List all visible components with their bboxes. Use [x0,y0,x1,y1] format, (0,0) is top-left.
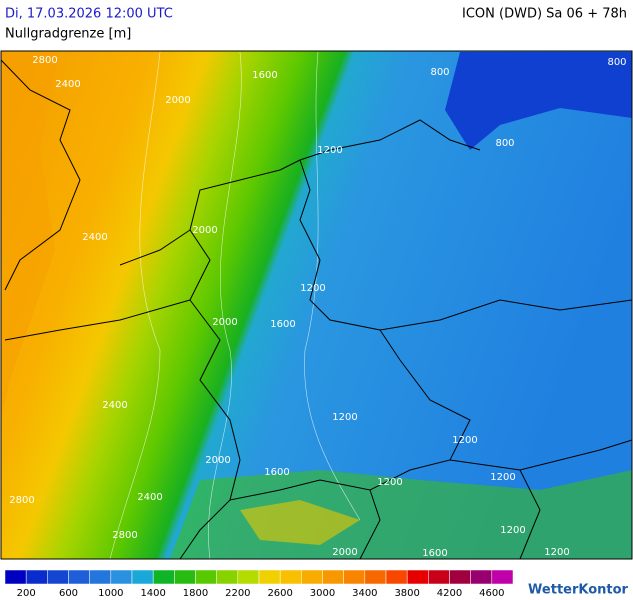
contour-label: 1200 [490,472,515,483]
parameter: Nullgradgrenze [m] [5,27,131,42]
legend-label: 1400 [140,588,165,599]
contour-label: 1600 [252,70,277,81]
contour-line [304,51,361,521]
legend-swatch [364,569,387,585]
contour-label: 2000 [192,225,217,236]
legend-label: 3000 [310,588,335,599]
coastline [0,59,481,291]
contour-label: 1200 [377,477,402,488]
legend-swatch [174,569,196,585]
map-frame [0,50,633,560]
legend-swatch [470,569,493,585]
legend-swatch [25,569,48,585]
legend-label: 4200 [437,588,462,599]
legend-swatch [68,569,90,585]
region-orange [1,51,60,420]
legend-swatch [258,569,281,585]
contour-label: 2400 [55,79,80,90]
legend-swatch [237,569,260,585]
contour-label: 800 [495,138,514,149]
legend-label: 2200 [225,588,250,599]
contour-label: 2000 [212,317,237,328]
legend-swatch [385,569,408,585]
contour-line [208,51,242,560]
country-border [189,159,471,501]
region-dark-blue [445,52,632,150]
contour-label: 2800 [32,55,57,66]
contour-label: 2800 [112,530,137,541]
contour-label: 2000 [205,455,230,466]
legend-swatch [322,569,344,585]
legend-swatch [195,569,217,585]
contour-label: 2800 [9,495,34,506]
map: 2800 2400 2000 1600 800 800 1200 800 2400 2000 120… [0,50,633,560]
contour-label: 2400 [82,232,107,243]
legend-swatch [47,569,69,585]
legend-swatch [279,569,302,585]
contour-label: 800 [430,67,449,78]
contour-label: 2000 [332,547,357,558]
legend-swatch [89,569,112,585]
legend-swatch [301,569,323,585]
contour-label: 1200 [544,547,569,558]
legend-swatch [491,569,514,585]
legend-swatch [428,569,450,585]
contour-label: 800 [607,57,626,68]
contour-label: 1600 [264,467,289,478]
contour-label: 2400 [102,400,127,411]
legend-label: 600 [59,588,78,599]
country-border [179,469,541,560]
legend-swatch [4,569,27,585]
brand-logo: WetterKontor [528,583,629,598]
legend-label: 4600 [479,588,504,599]
contour-label: 1200 [500,525,525,536]
contour-label: 2000 [165,95,190,106]
legend-label: 1800 [183,588,208,599]
legend: 200 600 1000 1400 1800 2200 2600 3000 3400 3800 42… [4,569,514,599]
legend-label: 3800 [394,588,419,599]
contour-label: 2400 [137,492,162,503]
legend-swatch [343,569,366,585]
contour-label: 1200 [317,145,342,156]
datetime: Di, 17.03.2026 12:00 UTC [5,7,173,22]
contour-label: 1200 [300,283,325,294]
legend-label: 3400 [352,588,377,599]
legend-label: 2600 [267,588,292,599]
model-run: ICON (DWD) Sa 06 + 78h [462,7,627,22]
region-alps-high [240,500,360,545]
contour-label: 1200 [332,412,357,423]
contour-label: 1600 [422,548,447,559]
country-border [4,299,633,471]
legend-swatch [110,569,133,585]
legend-swatch [152,569,175,585]
legend-label: 1000 [98,588,123,599]
contour-label: 1600 [270,319,295,330]
legend-swatch [406,569,429,585]
contour-label: 1200 [452,435,477,446]
legend-swatch [449,569,471,585]
legend-swatch [131,569,154,585]
contour-line [109,51,161,560]
legend-swatch [216,569,239,585]
legend-label: 200 [17,588,36,599]
